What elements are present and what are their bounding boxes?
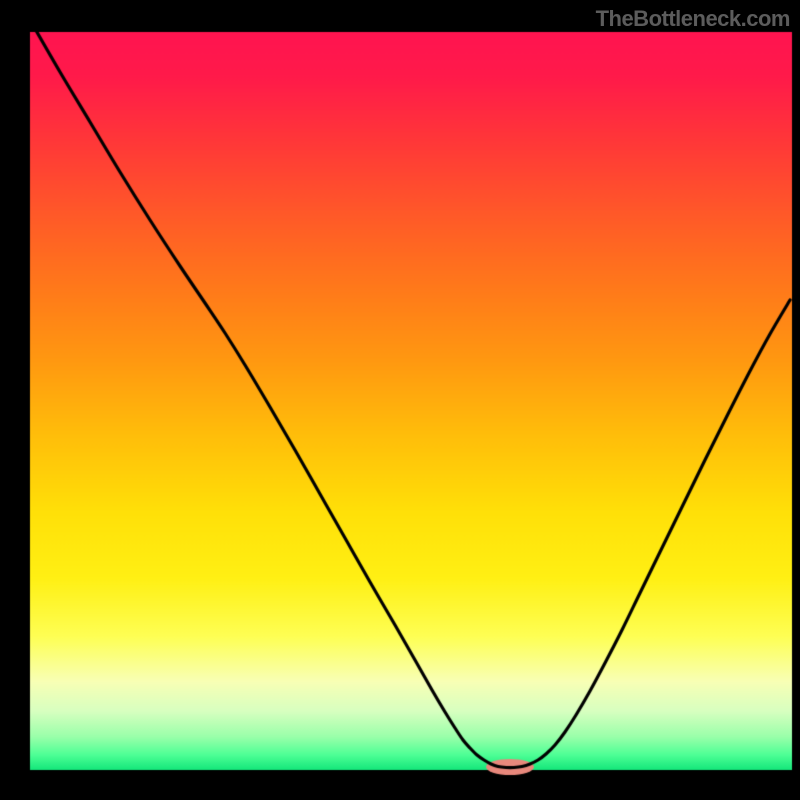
bottleneck-chart-canvas [0, 0, 800, 800]
watermark-label: TheBottleneck.com [596, 6, 790, 32]
